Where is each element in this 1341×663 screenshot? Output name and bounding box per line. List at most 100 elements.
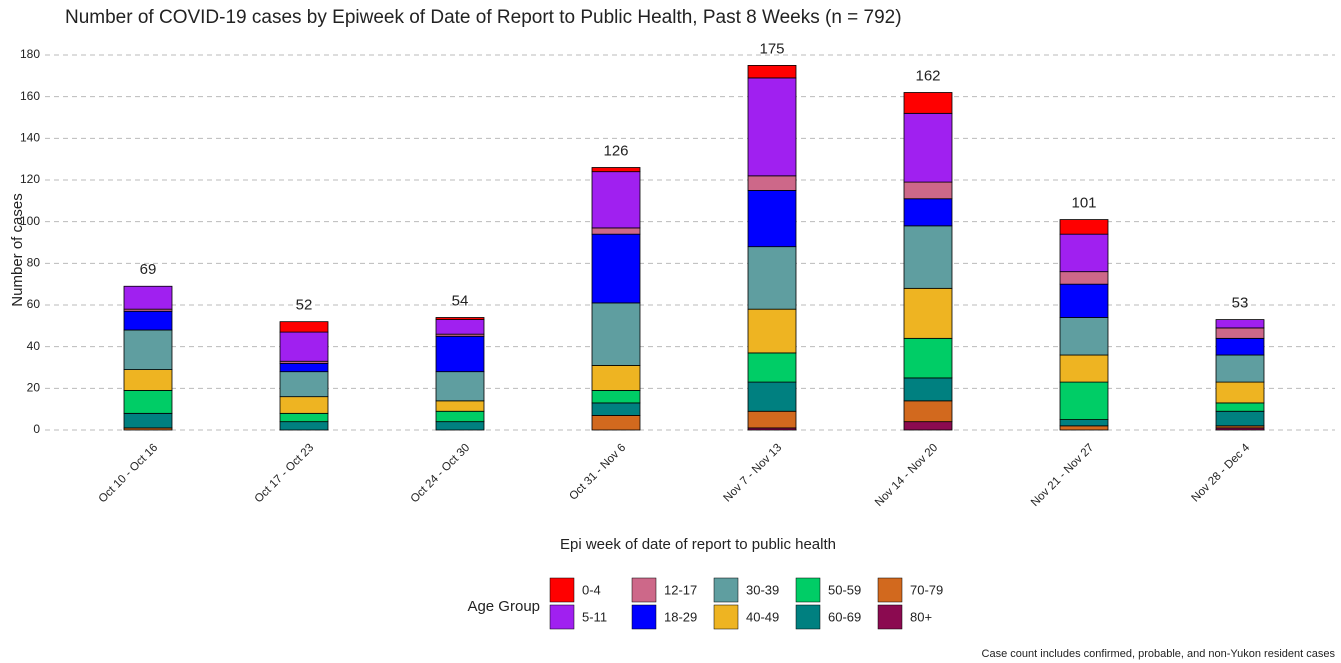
bar-segment (1059, 381, 1109, 420)
legend-swatch (795, 577, 821, 603)
bar-segment (279, 321, 329, 333)
bar-segment (1059, 425, 1109, 431)
legend-label: 30-39 (746, 582, 779, 597)
y-tick-label: 140 (20, 131, 40, 145)
legend-label: 60-69 (828, 609, 861, 624)
bar-segment (903, 92, 953, 114)
bar-segment (1215, 319, 1265, 329)
y-tick-label: 180 (20, 47, 40, 61)
bar-segment (591, 171, 641, 229)
legend-swatch (877, 604, 903, 630)
x-tick-label: Oct 17 - Oct 23 (253, 442, 317, 506)
bar-segment (591, 415, 641, 431)
y-tick-label: 120 (20, 172, 40, 186)
bar-segment (591, 227, 641, 235)
bar-segment (1059, 419, 1109, 427)
legend-label: 80+ (910, 609, 932, 624)
bar-segment (123, 310, 173, 331)
x-tick-label: Oct 24 - Oct 30 (409, 442, 473, 506)
bar-segment (435, 410, 485, 423)
legend-swatch (795, 604, 821, 630)
bar-segment (1059, 219, 1109, 235)
bar-segment (591, 365, 641, 391)
bar-segment (903, 225, 953, 289)
legend-label: 18-29 (664, 609, 697, 624)
bar-segment (747, 352, 797, 383)
bar-segment (123, 329, 173, 370)
legend-swatch (713, 604, 739, 630)
total-label: 175 (759, 40, 784, 57)
bar-segment (279, 421, 329, 431)
bar-segment (1059, 317, 1109, 356)
bar-segment (747, 65, 797, 79)
chart-title: Number of COVID-19 cases by Epiweek of D… (65, 7, 902, 28)
bar-segment (903, 377, 953, 402)
bar-segment (123, 369, 173, 391)
bar-segment (435, 317, 485, 320)
bar-segment (903, 287, 953, 339)
bar-segment (747, 246, 797, 310)
bar-segment (1215, 354, 1265, 383)
bar-segment (279, 412, 329, 423)
legend-label: 50-59 (828, 582, 861, 597)
total-label: 162 (915, 67, 940, 84)
total-label: 69 (140, 261, 157, 278)
bar-segment (279, 331, 329, 362)
legend-swatch (877, 577, 903, 603)
legend-swatch (631, 577, 657, 603)
bar-segment (903, 421, 953, 431)
bar-segment (123, 390, 173, 414)
bar-segment (123, 412, 173, 429)
legend-swatch (713, 577, 739, 603)
bar-segment (1215, 402, 1265, 412)
x-tick-label: Oct 10 - Oct 16 (97, 442, 161, 506)
bar-segment (747, 381, 797, 412)
legend-swatch (549, 604, 575, 630)
y-tick-label: 80 (27, 256, 41, 270)
bar-segment (435, 400, 485, 412)
bar-segment (903, 337, 953, 379)
bar-segment (1215, 337, 1265, 356)
y-tick-label: 40 (27, 339, 41, 353)
bar-segment (591, 402, 641, 416)
x-axis-title: Epi week of date of report to public hea… (560, 536, 836, 553)
bar-segment (435, 421, 485, 431)
bar-segment (279, 396, 329, 414)
bar-segment (435, 371, 485, 402)
legend-swatch (631, 604, 657, 630)
total-label: 126 (603, 142, 628, 159)
legend-title: Age Group (467, 598, 540, 615)
total-label: 53 (1232, 295, 1249, 312)
legend-swatch (549, 577, 575, 603)
bar-segment (747, 190, 797, 248)
total-label: 52 (296, 297, 313, 314)
bar-segment (903, 198, 953, 227)
legend-label: 70-79 (910, 582, 943, 597)
total-label: 101 (1071, 195, 1096, 212)
legend-label: 0-4 (582, 582, 601, 597)
bar-segment (747, 175, 797, 191)
bar-segment (747, 77, 797, 177)
bar-segment (1059, 283, 1109, 318)
x-tick-label: Nov 7 - Nov 13 (722, 442, 785, 505)
x-tick-label: Nov 21 - Nov 27 (1029, 442, 1096, 509)
bar-segment (435, 319, 485, 335)
bar-segment (591, 302, 641, 366)
bar-segment (123, 285, 173, 310)
bar-segment (747, 410, 797, 429)
bar-segment (1215, 410, 1265, 427)
legend-label: 40-49 (746, 609, 779, 624)
bar-segment (1059, 354, 1109, 383)
y-tick-label: 100 (20, 214, 40, 228)
bar-segment (1059, 233, 1109, 273)
bar-segment (903, 181, 953, 200)
y-axis-title: Number of cases (9, 193, 26, 306)
bar-segment (591, 167, 641, 173)
bar-segment (1215, 327, 1265, 339)
bar-segment (591, 390, 641, 404)
x-tick-label: Nov 14 - Nov 20 (873, 442, 940, 509)
bar-segment (903, 112, 953, 183)
bar-segment (279, 362, 329, 373)
bar-segment (903, 400, 953, 423)
